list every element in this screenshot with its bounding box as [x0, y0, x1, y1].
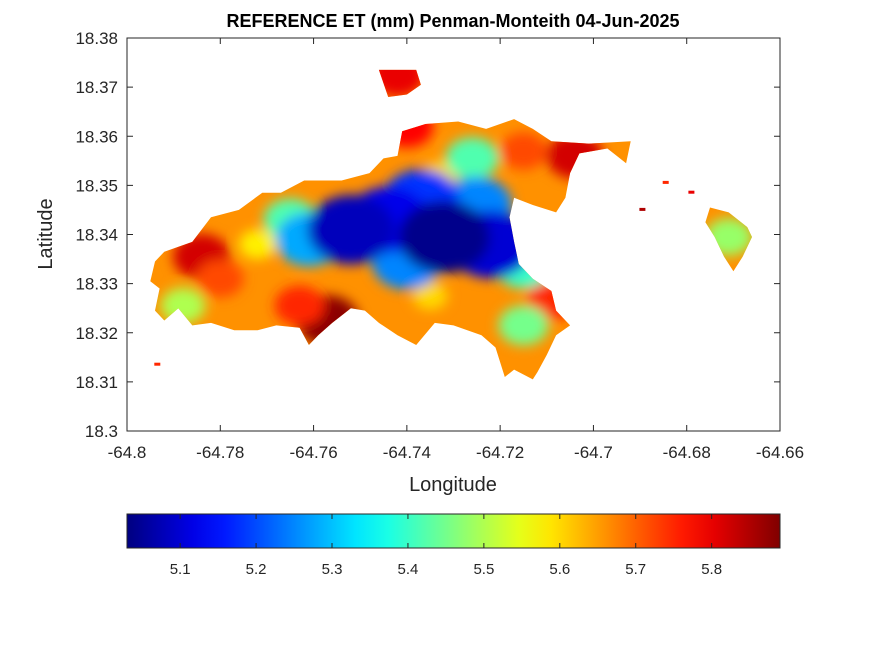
y-tick-label: 18.36	[75, 127, 118, 146]
isolated-cell	[688, 190, 695, 194]
colorbar-tick-label: 5.6	[549, 561, 570, 578]
et-zone	[445, 137, 499, 180]
x-tick-label: -64.68	[663, 443, 711, 462]
x-tick-label: -64.76	[289, 443, 337, 462]
colorbar-tick-label: 5.4	[398, 561, 419, 578]
y-tick-label: 18.3	[85, 422, 118, 441]
colorbar-tick-label: 5.3	[322, 561, 343, 578]
colorbar-tick-label: 5.5	[473, 561, 494, 578]
x-tick-label: -64.74	[383, 443, 431, 462]
colorbar-ticks: 5.1 5.2 5.3 5.4 5.5 5.6 5.7 5.8	[170, 514, 722, 578]
x-tick-label: -64.78	[196, 443, 244, 462]
x-tick-label: -64.8	[108, 443, 147, 462]
colorbar-tick-label: 5.2	[246, 561, 267, 578]
x-axis-ticks: -64.8 -64.78 -64.76 -64.74 -64.72 -64.7 -64.68…	[108, 38, 804, 462]
et-zone	[196, 259, 244, 298]
isolated-cells	[154, 180, 695, 366]
colorbar-tick-label: 5.7	[625, 561, 646, 578]
isolated-cell	[639, 207, 646, 211]
y-tick-label: 18.34	[75, 226, 118, 245]
y-axis-label: Latitude	[35, 198, 57, 269]
et-zone	[239, 229, 277, 260]
x-axis-label: Longitude	[409, 474, 497, 496]
y-axis-ticks: 18.3 18.31 18.32 18.33 18.34 18.35 18.36 18.37 1…	[75, 29, 780, 441]
x-tick-label: -64.7	[574, 443, 613, 462]
y-tick-label: 18.33	[75, 275, 118, 294]
y-tick-label: 18.38	[75, 29, 118, 48]
colorbar	[126, 513, 781, 549]
y-tick-label: 18.37	[75, 78, 118, 97]
colorbar-tick-label: 5.1	[170, 561, 191, 578]
et-zone	[500, 132, 547, 170]
et-zone	[274, 285, 325, 326]
et-zone	[412, 281, 448, 310]
y-tick-label: 18.31	[75, 373, 118, 392]
isolated-cell	[662, 180, 669, 184]
chart-title: REFERENCE ET (mm) Penman-Monteith 04-Jun…	[226, 11, 679, 31]
x-tick-label: -64.66	[756, 443, 804, 462]
y-tick-label: 18.32	[75, 324, 118, 343]
et-zone	[398, 200, 490, 274]
x-tick-label: -64.72	[476, 443, 524, 462]
y-tick-label: 18.35	[75, 176, 118, 195]
et-zone	[498, 305, 549, 346]
isolated-cell	[154, 362, 161, 366]
et-zone	[307, 194, 395, 265]
colorbar-tick-label: 5.8	[701, 561, 722, 578]
